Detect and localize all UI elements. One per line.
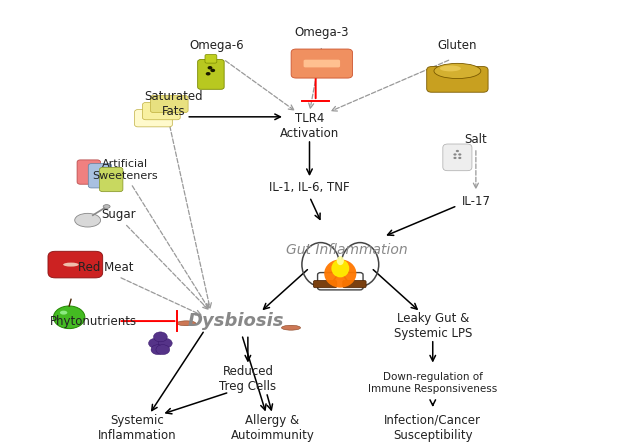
Text: Red Meat: Red Meat xyxy=(79,261,134,274)
Circle shape xyxy=(207,66,212,69)
Ellipse shape xyxy=(60,311,67,315)
FancyBboxPatch shape xyxy=(205,55,217,63)
Ellipse shape xyxy=(51,266,100,277)
Ellipse shape xyxy=(282,325,300,330)
Circle shape xyxy=(156,345,170,354)
FancyBboxPatch shape xyxy=(142,102,180,120)
Ellipse shape xyxy=(75,213,101,227)
FancyBboxPatch shape xyxy=(313,280,337,288)
Text: Leaky Gut &
Systemic LPS: Leaky Gut & Systemic LPS xyxy=(394,312,472,340)
Ellipse shape xyxy=(337,256,344,265)
Text: Infection/Cancer
Susceptibility: Infection/Cancer Susceptibility xyxy=(384,413,481,442)
Circle shape xyxy=(151,345,165,354)
Text: Gut Inflammation: Gut Inflammation xyxy=(285,243,407,257)
Text: IL-1, IL-6, TNF: IL-1, IL-6, TNF xyxy=(269,181,350,194)
FancyBboxPatch shape xyxy=(134,110,172,127)
Text: Gluten: Gluten xyxy=(438,39,477,52)
Text: Down-regulation of
Immune Responsiveness: Down-regulation of Immune Responsiveness xyxy=(368,372,498,394)
FancyBboxPatch shape xyxy=(150,95,188,113)
Circle shape xyxy=(458,157,461,159)
FancyBboxPatch shape xyxy=(343,280,366,288)
Ellipse shape xyxy=(63,262,79,266)
FancyBboxPatch shape xyxy=(443,144,472,171)
FancyBboxPatch shape xyxy=(197,59,224,89)
FancyBboxPatch shape xyxy=(291,49,352,78)
Text: Systemic
Inflammation: Systemic Inflammation xyxy=(98,413,176,442)
Text: TLR4
Activation: TLR4 Activation xyxy=(280,112,339,140)
Ellipse shape xyxy=(177,321,196,326)
Circle shape xyxy=(453,153,457,156)
Text: Phytonutrients: Phytonutrients xyxy=(50,315,137,328)
Text: IL-17: IL-17 xyxy=(461,195,490,208)
Text: Sugar: Sugar xyxy=(101,208,136,221)
FancyBboxPatch shape xyxy=(426,67,488,92)
Text: Omega-3: Omega-3 xyxy=(295,26,349,39)
Circle shape xyxy=(453,157,457,159)
Circle shape xyxy=(154,332,167,342)
FancyBboxPatch shape xyxy=(77,160,100,184)
Circle shape xyxy=(158,338,172,348)
Ellipse shape xyxy=(103,205,110,208)
Text: Allergy &
Autoimmunity: Allergy & Autoimmunity xyxy=(231,413,314,442)
Text: Omega-6: Omega-6 xyxy=(190,39,245,52)
Ellipse shape xyxy=(331,259,349,278)
Circle shape xyxy=(206,72,210,76)
FancyBboxPatch shape xyxy=(89,164,111,188)
Circle shape xyxy=(458,153,461,156)
Text: Reduced
Treg Cells: Reduced Treg Cells xyxy=(219,365,277,393)
Circle shape xyxy=(53,306,85,329)
Text: Dysbiosis: Dysbiosis xyxy=(188,312,284,330)
Text: Artificial
Sweeteners: Artificial Sweeteners xyxy=(92,159,157,181)
FancyBboxPatch shape xyxy=(100,167,123,192)
Ellipse shape xyxy=(440,65,461,72)
Ellipse shape xyxy=(324,259,357,288)
Circle shape xyxy=(456,150,459,152)
FancyBboxPatch shape xyxy=(303,60,340,67)
FancyBboxPatch shape xyxy=(48,251,103,278)
Text: Saturated
Fats: Saturated Fats xyxy=(145,89,203,118)
Ellipse shape xyxy=(434,63,481,79)
Circle shape xyxy=(149,338,162,348)
Text: Salt: Salt xyxy=(464,132,487,146)
Circle shape xyxy=(210,69,215,72)
